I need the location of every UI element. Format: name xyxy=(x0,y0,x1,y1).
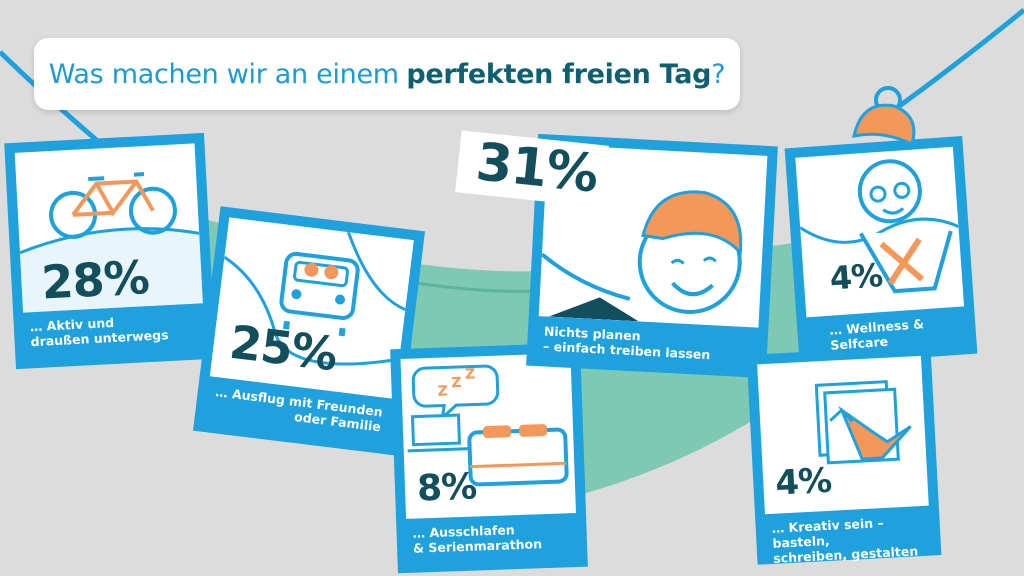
svg-text:Z: Z xyxy=(465,366,476,382)
card-label: … Kreativ sein – basteln, schreiben, ges… xyxy=(765,513,931,567)
percent-value: 28% xyxy=(40,250,150,310)
bed-icon: Z Z Z xyxy=(407,364,569,487)
card-illustration: 4% xyxy=(795,146,965,318)
card-active-outdoors: 28% … Aktiv und draußen unterwegs xyxy=(4,132,216,370)
card-trip-friends: 25% … Ausflug mit Freunden oder Familie xyxy=(192,206,426,456)
svg-text:Z: Z xyxy=(437,383,448,399)
headline-box: Was machen wir an einem perfekten freien… xyxy=(34,38,740,110)
card-illustration: 4% xyxy=(757,355,929,515)
card-label: … Aktiv und draußen unterwegs xyxy=(23,310,204,349)
waving-person-icon xyxy=(540,190,743,322)
headline-text: Was machen wir an einem xyxy=(48,58,399,90)
percent-value: 4% xyxy=(774,460,833,504)
card-illustration: Z Z Z 8% xyxy=(400,353,576,519)
headline-highlight: perfekten freien Tag xyxy=(406,58,712,90)
percent-value: 4% xyxy=(828,256,884,298)
svg-text:Z: Z xyxy=(451,375,462,391)
percent-value: 8% xyxy=(416,466,477,510)
card-illustration: 25% xyxy=(209,217,414,399)
card-wellness: 4% … Wellness & Selfcare xyxy=(784,136,978,366)
percent-value: 31% xyxy=(473,132,601,205)
wellness-person-icon xyxy=(799,159,960,294)
headline-question-mark: ? xyxy=(711,58,726,90)
hair-bun-icon xyxy=(852,86,916,147)
card-illustration xyxy=(538,144,768,328)
card-illustration: 28% xyxy=(14,143,203,313)
card-sleep-series: Z Z Z 8% … Ausschlafen & Serienmarathon xyxy=(390,342,588,574)
card-label: Nichts planen – einfach treiben lassen xyxy=(537,323,758,364)
card-creative: 4% … Kreativ sein – basteln, schreiben, … xyxy=(746,345,942,567)
card-label: … Ausschlafen & Serienmarathon xyxy=(406,520,577,556)
car-icon xyxy=(223,231,406,366)
card-no-plans: Nichts planen – einfach treiben lassen xyxy=(526,133,778,379)
bicycle-icon xyxy=(19,172,203,313)
origami-crane-icon xyxy=(814,380,912,465)
